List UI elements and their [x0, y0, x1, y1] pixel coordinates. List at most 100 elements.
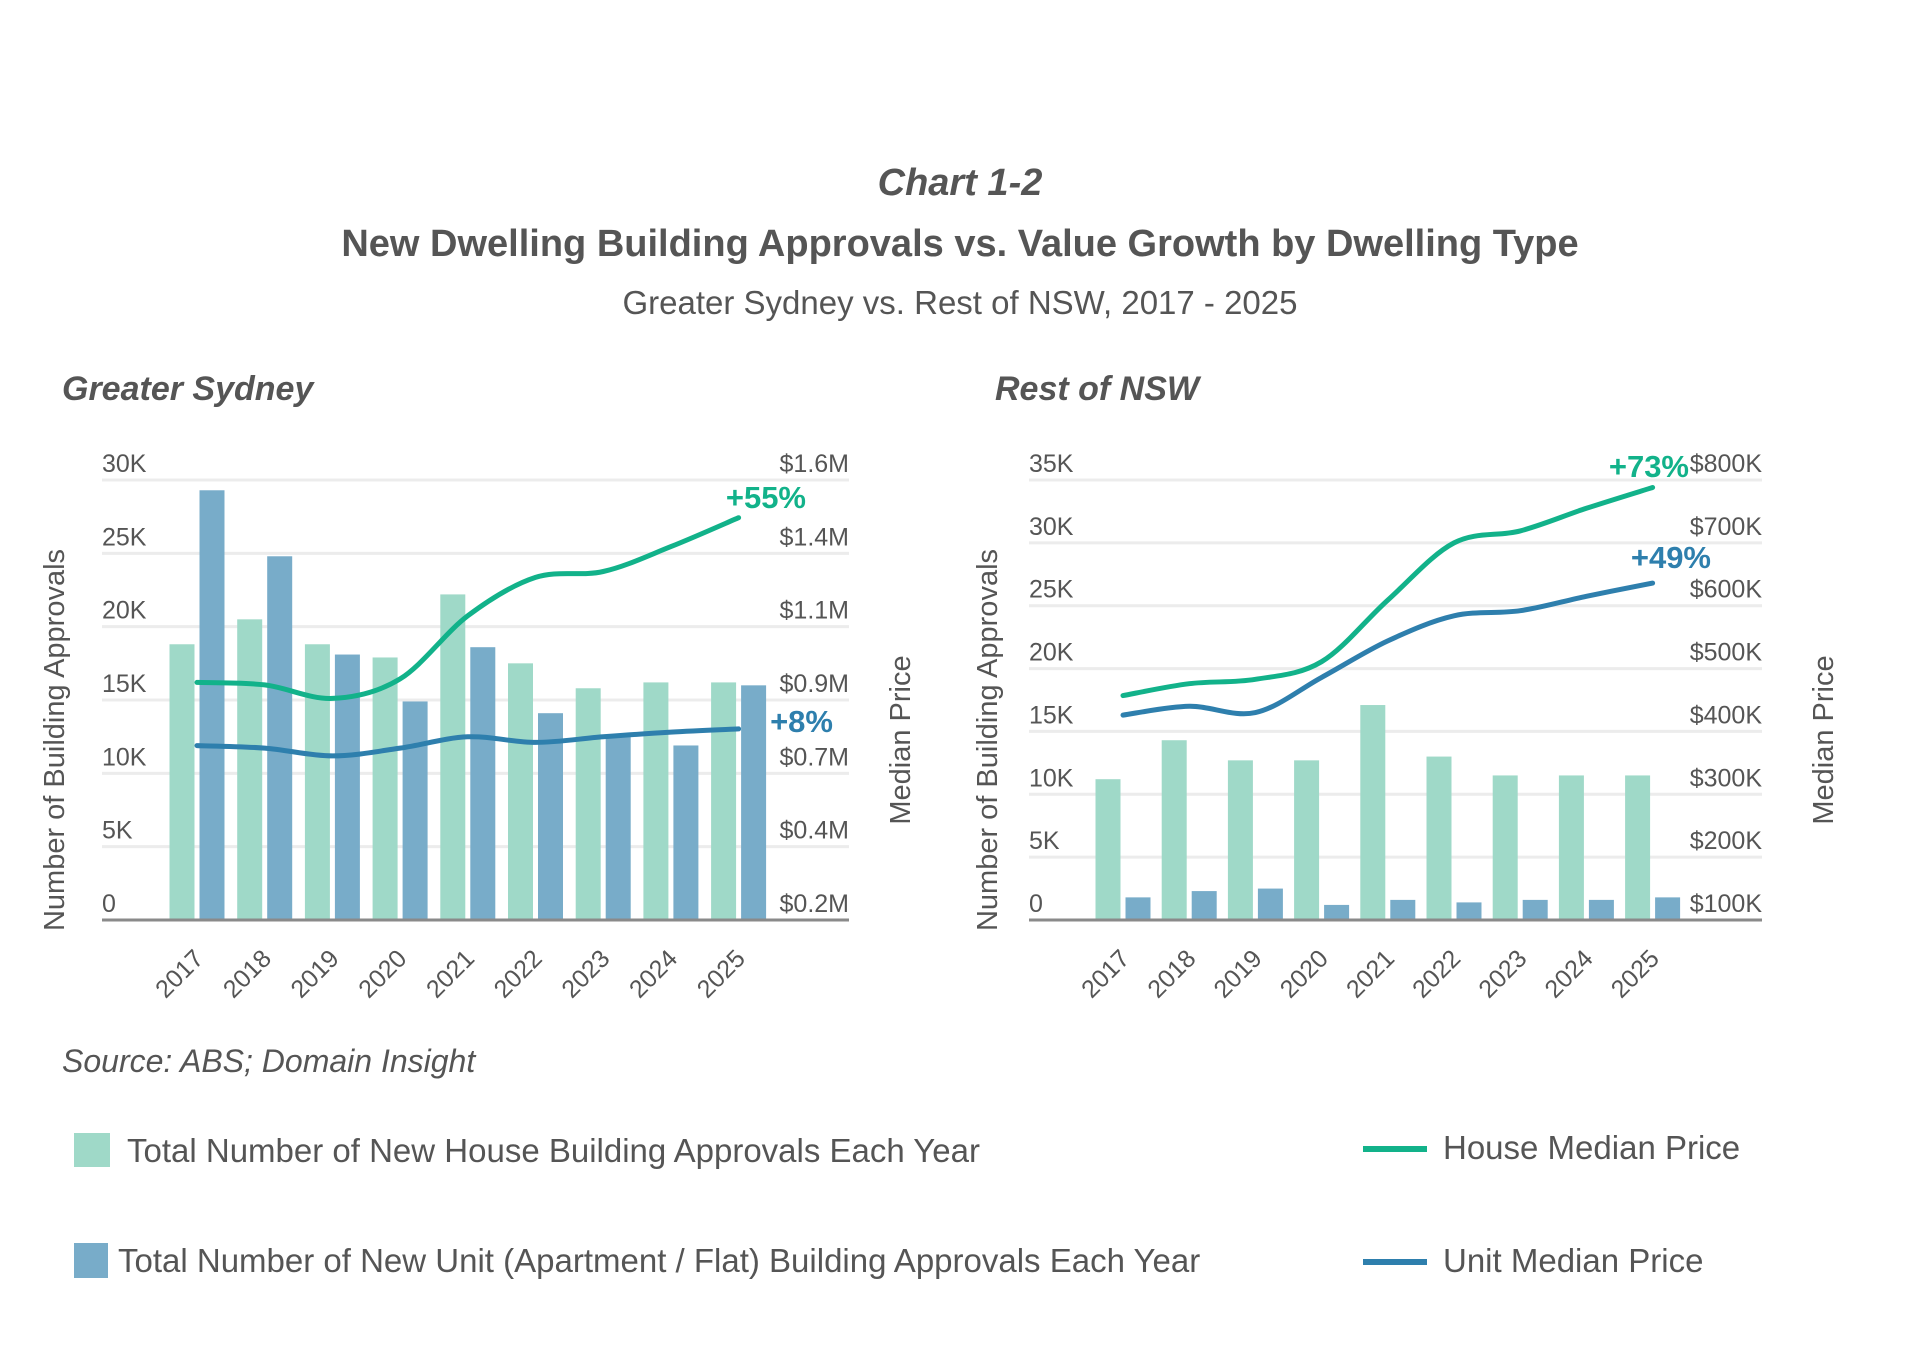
- unit-approvals-bar: [1191, 891, 1217, 920]
- y2-tick-label: $0.9M: [780, 670, 849, 698]
- y-tick-label: 15K: [102, 670, 147, 698]
- x-tick-label: 2019: [286, 944, 345, 1003]
- source-note: Source: ABS; Domain Insight: [62, 1043, 476, 1079]
- y2-tick-label: $100K: [1690, 890, 1763, 918]
- y2-tick-label: $1.6M: [780, 450, 849, 478]
- y-tick-label: 15K: [1029, 701, 1074, 729]
- chart-title: New Dwelling Building Approvals vs. Valu…: [341, 223, 1578, 265]
- y2-tick-label: $300K: [1690, 764, 1763, 792]
- x-tick-label: 2021: [421, 944, 480, 1003]
- unit-approvals-bar: [1522, 899, 1548, 920]
- house-median-price-line: [1120, 485, 1656, 699]
- y-tick-label: 25K: [1029, 576, 1074, 604]
- house-approvals-bar: [1625, 775, 1651, 920]
- y2-tick-label: $0.4M: [780, 817, 849, 845]
- house-approvals-bar: [1360, 705, 1386, 920]
- y-tick-label: 0: [1029, 890, 1043, 918]
- unit-approvals-bar: [538, 713, 563, 920]
- y2-tick-label: $1.4M: [780, 523, 849, 551]
- y-tick-label: 5K: [1029, 827, 1060, 855]
- x-tick-label: 2017: [150, 944, 209, 1003]
- x-tick-label: 2025: [1606, 944, 1665, 1003]
- x-tick-label: 2017: [1076, 944, 1135, 1003]
- unit-approvals-bar: [1655, 897, 1681, 920]
- x-tick-label: 2022: [489, 944, 548, 1003]
- x-tick-label: 2023: [1473, 944, 1532, 1003]
- x-tick-label: 2022: [1407, 944, 1466, 1003]
- y-axis-label: Number of Building Approvals: [972, 549, 1004, 931]
- chart-subtitle: Greater Sydney vs. Rest of NSW, 2017 - 2…: [623, 284, 1298, 321]
- x-tick-label: 2019: [1209, 944, 1268, 1003]
- legend-unit-bar-label: Total Number of New Unit (Apartment / Fl…: [118, 1242, 1200, 1279]
- y-tick-label: 20K: [1029, 639, 1074, 667]
- rest-of-nsw-chart: Rest of NSW 0 $100K 5K $200K 10K $300K 15K $400K…: [972, 370, 1840, 1004]
- house-approvals-bar: [372, 657, 398, 920]
- legend-house-line-label: House Median Price: [1443, 1129, 1740, 1166]
- house-approvals-bar: [1227, 760, 1253, 920]
- y-tick-label: 25K: [102, 523, 147, 551]
- house-approvals-bar: [1161, 740, 1187, 920]
- y-tick-label: 20K: [102, 597, 147, 625]
- house-approvals-bar: [508, 663, 533, 920]
- house-median-price-line: [194, 515, 742, 701]
- legend-unit-line-label: Unit Median Price: [1443, 1242, 1703, 1279]
- unit-approvals-bar: [1257, 888, 1283, 920]
- house-approvals-bar: [1558, 775, 1584, 920]
- y-tick-label: 0: [102, 890, 116, 918]
- y2-tick-label: $0.7M: [780, 743, 849, 771]
- y-tick-label: 10K: [1029, 764, 1074, 792]
- y-axis-label: Number of Building Approvals: [39, 549, 71, 931]
- unit-approvals-bar: [1456, 902, 1482, 920]
- house-approvals-bar: [1095, 779, 1121, 920]
- x-tick-label: 2021: [1341, 944, 1400, 1003]
- x-tick-label: 2020: [1275, 944, 1334, 1003]
- house-approvals-bar: [643, 682, 669, 920]
- house-approvals-bar: [1426, 756, 1452, 920]
- x-tick-label: 2018: [218, 944, 277, 1003]
- house-growth-annotation: +55%: [726, 480, 806, 515]
- chart-number: Chart 1-2: [878, 162, 1043, 204]
- unit-approvals-bar: [267, 556, 293, 920]
- house-approvals-bar: [169, 644, 195, 920]
- house-approvals-bar: [1294, 760, 1320, 920]
- greater-sydney-chart: Greater Sydney 0 $0.2M 5K $0.4M 10K $0.7M 15K $0…: [39, 370, 917, 1004]
- unit-growth-annotation: +49%: [1631, 540, 1711, 575]
- x-tick-label: 2023: [556, 944, 615, 1003]
- house-approvals-bar: [575, 688, 601, 920]
- unit-approvals-bar: [741, 685, 767, 920]
- y-tick-label: 10K: [102, 743, 147, 771]
- legend-unit-bar-swatch: [74, 1243, 108, 1278]
- unit-approvals-bar: [1125, 897, 1151, 920]
- house-approvals-bar: [711, 682, 737, 920]
- unit-approvals-bar: [673, 745, 699, 920]
- x-tick-label: 2020: [353, 944, 412, 1003]
- y2-tick-label: $1.1M: [780, 597, 849, 625]
- unit-median-price-line: [194, 726, 742, 759]
- house-approvals-bar: [237, 619, 263, 920]
- y2-axis-label: Median Price: [885, 655, 917, 824]
- unit-approvals-bar: [605, 736, 631, 920]
- y2-tick-label: $0.2M: [780, 890, 849, 918]
- y-tick-label: 5K: [102, 817, 133, 845]
- unit-median-price-line: [1120, 580, 1656, 718]
- x-tick-label: 2018: [1142, 944, 1201, 1003]
- legend: Total Number of New House Building Appro…: [74, 1129, 1740, 1279]
- y2-tick-label: $200K: [1690, 827, 1763, 855]
- unit-approvals-bar: [199, 490, 225, 920]
- y2-tick-label: $600K: [1690, 576, 1763, 604]
- unit-approvals-bar: [1588, 899, 1614, 920]
- unit-approvals-bar: [402, 701, 428, 920]
- x-tick-label: 2024: [1540, 944, 1599, 1003]
- y2-tick-label: $500K: [1690, 639, 1763, 667]
- house-growth-annotation: +73%: [1609, 449, 1689, 484]
- house-approvals-bar: [304, 644, 330, 920]
- x-tick-label: 2025: [692, 944, 751, 1003]
- unit-approvals-bar: [1390, 899, 1416, 920]
- y2-axis-label: Median Price: [1808, 655, 1840, 824]
- panel-title: Rest of NSW: [995, 370, 1202, 408]
- y-tick-label: 30K: [102, 450, 147, 478]
- house-approvals-bar: [1492, 775, 1518, 920]
- y2-tick-label: $700K: [1690, 513, 1763, 541]
- x-tick-label: 2024: [624, 944, 683, 1003]
- panel-title: Greater Sydney: [62, 370, 315, 408]
